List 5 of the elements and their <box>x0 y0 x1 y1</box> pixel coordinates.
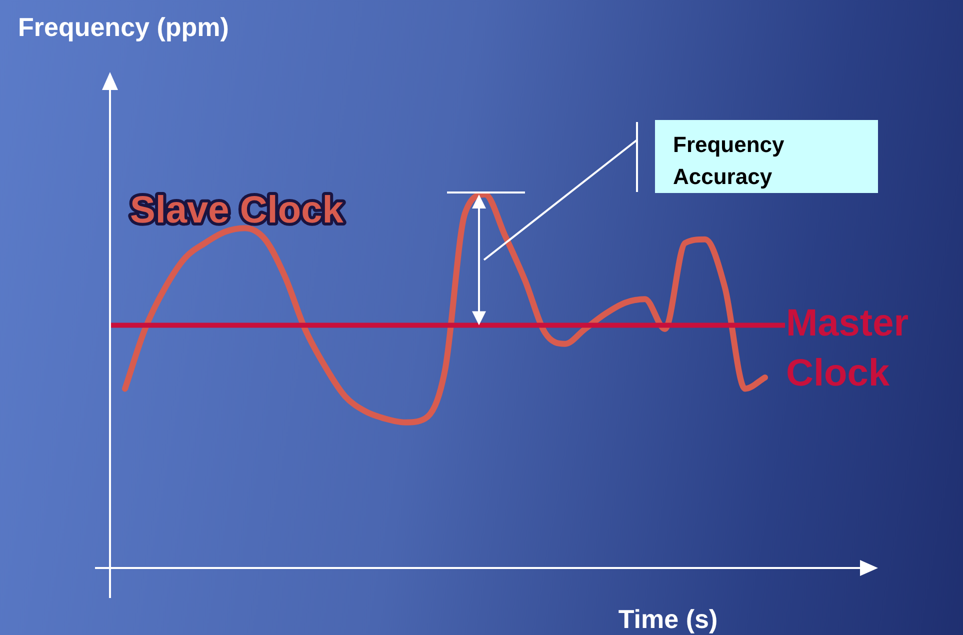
x-axis-title: Time (s) <box>618 604 718 634</box>
text: Frequency Accuracy <box>673 132 786 190</box>
text: Frequency (ppm) <box>18 12 229 42</box>
series-label: Slave Clock <box>130 189 344 232</box>
ref-line-label: Master Clock <box>786 302 909 395</box>
